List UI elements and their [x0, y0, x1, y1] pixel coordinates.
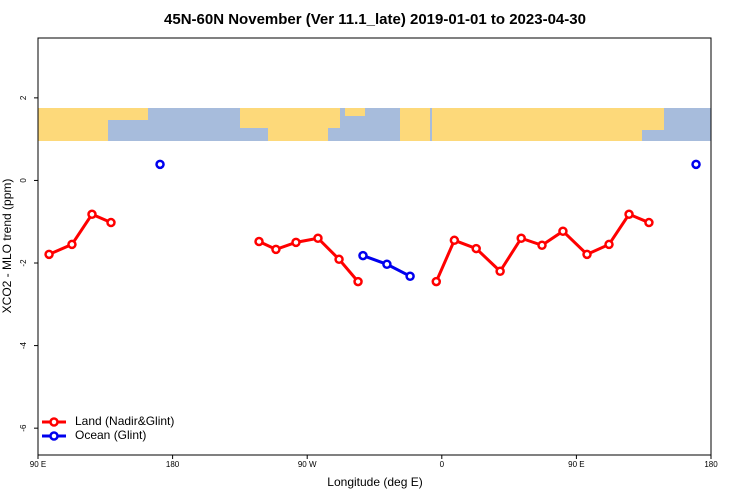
chart-title: 45N-60N November (Ver 11.1_late) 2019-01…: [164, 11, 586, 28]
series-line: [48, 212, 112, 256]
series-point: [334, 254, 344, 265]
y-tick-label: -6: [19, 424, 28, 432]
x-tick-label: 90 W: [298, 460, 317, 469]
legend-label: Ocean (Glint): [75, 428, 146, 442]
series-point: [691, 159, 701, 170]
legend-label: Land (Nadir&Glint): [75, 414, 174, 428]
series-point: [558, 226, 568, 236]
series-point: [353, 276, 363, 287]
y-tick-label: -2: [19, 259, 28, 267]
series-point: [271, 244, 281, 255]
legend-marker: [49, 417, 59, 427]
series-point: [471, 243, 481, 254]
x-tick-label: 90 E: [568, 460, 584, 469]
y-axis-label: XCO2 - MLO trend (ppm): [0, 179, 14, 314]
x-tick-label: 180: [166, 460, 180, 469]
series-point: [155, 159, 165, 170]
series-point: [604, 239, 614, 250]
series-point: [313, 233, 323, 243]
series-point: [449, 235, 460, 246]
y-tick-label: -4: [19, 341, 28, 349]
x-axis-label: Longitude (deg E): [327, 475, 422, 489]
series-point: [87, 209, 97, 220]
series-point: [382, 259, 392, 270]
series-point: [358, 250, 368, 261]
y-tick-label: 0: [19, 178, 28, 183]
plot-frame: [37, 37, 712, 456]
series-point: [537, 240, 547, 251]
x-tick-label: 0: [440, 460, 445, 469]
map-strip: [38, 108, 711, 141]
series-point: [106, 217, 116, 228]
series-point: [516, 233, 526, 243]
series-point: [405, 271, 415, 281]
x-tick-label: 90 E: [30, 460, 46, 469]
legend-marker: [49, 431, 59, 441]
series-point: [44, 249, 54, 260]
series-point: [291, 237, 301, 248]
series-point: [431, 276, 442, 287]
series-point: [254, 236, 264, 247]
series-point: [67, 239, 77, 250]
y-tick-label: 2: [19, 95, 28, 100]
series-point: [624, 209, 634, 220]
series-point: [582, 249, 592, 260]
x-tick-label: 180: [704, 460, 718, 469]
series-point: [495, 266, 505, 277]
series-point: [644, 217, 654, 228]
